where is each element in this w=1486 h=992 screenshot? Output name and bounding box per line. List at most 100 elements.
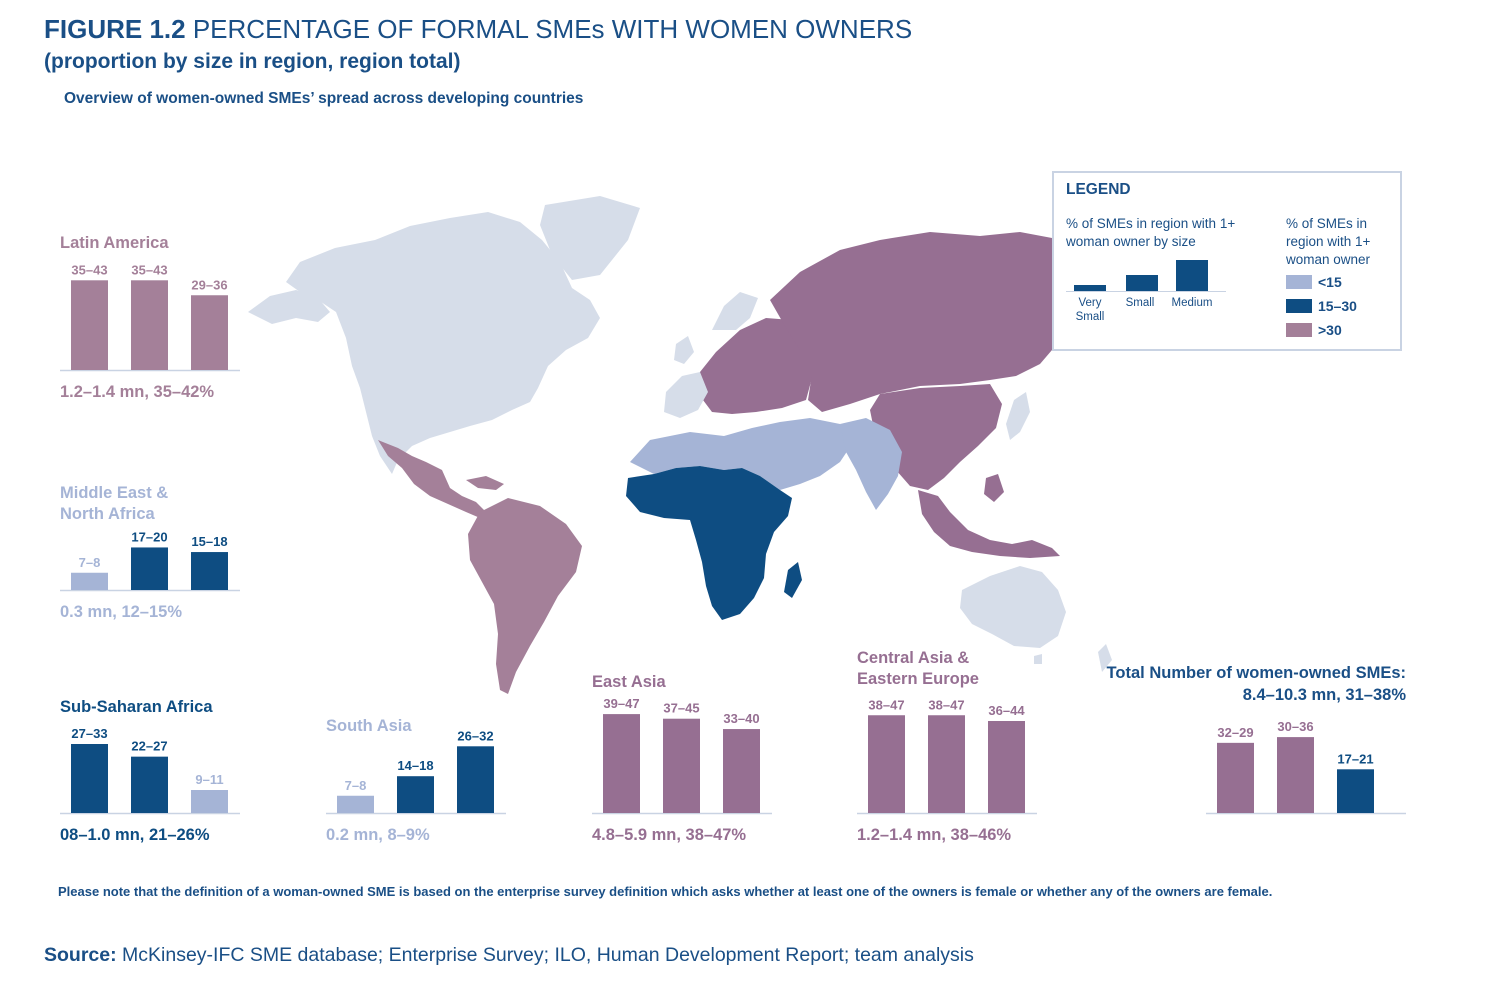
map-tasmania xyxy=(1034,654,1042,664)
chart-latin-america-label-0: 35–43 xyxy=(71,262,107,277)
region-title-mena: Middle East & North Africa xyxy=(60,484,169,523)
chart-central-asia-eastern-europe-label-0: 38–47 xyxy=(868,697,904,712)
chart-latin-america-bar-2 xyxy=(191,295,228,370)
chart-central-asia-eastern-europe-bar-1 xyxy=(928,715,965,813)
chart-sub-saharan-africa-label-2: 9–11 xyxy=(195,772,223,787)
region-title-east-asia: East Asia xyxy=(592,673,666,691)
figure-title: FIGURE 1.2 PERCENTAGE OF FORMAL SMEs WIT… xyxy=(44,14,912,45)
chart-total-label-2: 17–21 xyxy=(1337,751,1373,766)
overview-caption: Overview of women-owned SMEs’ spread acr… xyxy=(64,90,584,107)
chart-south-asia-bar-2 xyxy=(457,746,494,813)
chart-south-asia-label-0: 7–8 xyxy=(345,778,367,793)
chart-east-asia-label-2: 33–40 xyxy=(723,711,759,726)
chart-sub-saharan-africa-label-1: 22–27 xyxy=(131,739,167,754)
map-greenland xyxy=(540,196,640,280)
map-australia xyxy=(960,566,1066,648)
chart-latin-america: 35–43 35–43 29–36 xyxy=(60,262,240,372)
map-southeast-asia xyxy=(918,490,1060,558)
legend-swatch-mid xyxy=(1286,299,1312,313)
map-mexico xyxy=(378,440,486,518)
chart-latin-america-label-1: 35–43 xyxy=(131,262,167,277)
total-summary: 8.4–10.3 mn, 31–38% xyxy=(1242,686,1406,704)
chart-total-bar-1 xyxy=(1277,737,1314,813)
map-russia xyxy=(770,232,1052,412)
summary-south-asia: 0.2 mn, 8–9% xyxy=(326,826,430,844)
chart-east-asia-bar-0 xyxy=(603,714,640,813)
legend-bar-small xyxy=(1126,275,1158,291)
chart-latin-america-bar-0 xyxy=(71,280,108,370)
map-alaska xyxy=(248,290,330,324)
summary-mena: 0.3 mn, 12–15% xyxy=(60,603,182,621)
region-title-south-asia: South Asia xyxy=(326,717,412,735)
chart-mena-label-2: 15–18 xyxy=(191,534,227,549)
map-japan xyxy=(1006,392,1030,440)
chart-east-asia-label-1: 37–45 xyxy=(663,701,699,716)
source-line: Source: McKinsey-IFC SME database; Enter… xyxy=(44,944,974,967)
legend-class-low: <15 xyxy=(1318,274,1342,290)
source-label: Source: xyxy=(44,944,117,966)
legend-size-heading: % of SMEs in region with 1+ woman owner … xyxy=(1066,216,1236,249)
map-uk xyxy=(674,336,694,364)
map-philippines xyxy=(984,474,1004,502)
chart-south-asia-bar-0 xyxy=(337,795,374,813)
chart-south-asia-bar-1 xyxy=(397,776,434,813)
figure-subtitle: (proportion by size in region, region to… xyxy=(44,50,461,73)
summary-central-asia-eastern-europe: 1.2–1.4 mn, 38–46% xyxy=(857,826,1012,844)
chart-central-asia-eastern-europe: 38–47 38–47 36–44 xyxy=(857,697,1037,815)
map-new-zealand xyxy=(1098,644,1112,672)
map-south-asia xyxy=(840,418,902,510)
summary-sub-saharan-africa: 08–1.0 mn, 21–26% xyxy=(60,826,210,844)
chart-mena-label-0: 7–8 xyxy=(79,555,101,570)
legend-size-bars xyxy=(1066,260,1226,292)
chart-total-bar-2 xyxy=(1337,769,1374,813)
chart-latin-america-label-2: 29–36 xyxy=(191,277,227,292)
legend-label-small: Small xyxy=(1125,297,1155,309)
chart-central-asia-eastern-europe-label-2: 36–44 xyxy=(988,703,1025,718)
total-title-text: Total Number of women-owned SMEs: xyxy=(1106,664,1406,682)
map-madagascar xyxy=(784,562,802,598)
chart-mena-bar-1 xyxy=(131,547,168,590)
map-western-europe xyxy=(664,372,708,418)
chart-sub-saharan-africa: 27–33 22–27 9–11 xyxy=(60,726,240,815)
legend-label-very-small: Very Small xyxy=(1075,297,1105,323)
chart-east-asia: 39–47 37–45 33–40 xyxy=(592,696,772,815)
chart-south-asia-label-1: 14–18 xyxy=(397,758,433,773)
chart-south-asia-label-2: 26–32 xyxy=(457,728,493,743)
chart-total-bar-0 xyxy=(1217,742,1254,813)
region-title-sub-saharan-africa: Sub-Saharan Africa xyxy=(60,698,213,716)
chart-mena-bar-2 xyxy=(191,552,228,590)
legend-title: LEGEND xyxy=(1066,181,1131,198)
chart-central-asia-eastern-europe-bar-0 xyxy=(868,715,905,813)
map-south-america xyxy=(468,498,582,694)
map-mena xyxy=(630,418,852,490)
chart-sub-saharan-africa-bar-0 xyxy=(71,744,108,813)
chart-sub-saharan-africa-bar-2 xyxy=(191,790,228,813)
summary-east-asia: 4.8–5.9 mn, 38–47% xyxy=(592,826,747,844)
chart-total: 32–29 30–36 17–21 xyxy=(1206,719,1406,815)
chart-central-asia-eastern-europe-bar-2 xyxy=(988,721,1025,813)
map-caribbean xyxy=(466,476,504,490)
map-east-asia xyxy=(870,384,1002,490)
legend-class-mid: 15–30 xyxy=(1318,298,1357,314)
legend-color-heading: % of SMEs in region with 1+ woman owner xyxy=(1286,216,1371,267)
chart-mena-bar-0 xyxy=(71,572,108,590)
map-north-america xyxy=(286,212,600,474)
figure-label: FIGURE 1.2 xyxy=(44,14,186,44)
chart-total-label-1: 30–36 xyxy=(1277,719,1313,734)
legend-label-medium: Medium xyxy=(1171,297,1213,309)
map-sub-saharan-africa xyxy=(626,466,792,620)
figure-title-text: PERCENTAGE OF FORMAL SMEs WITH WOMEN OWN… xyxy=(192,14,913,44)
chart-sub-saharan-africa-bar-1 xyxy=(131,756,168,813)
map-europe xyxy=(700,318,820,414)
region-title-central-asia-eastern-europe: Central Asia & Eastern Europe xyxy=(857,649,979,688)
legend: LEGEND % of SMEs in region with 1+ woman… xyxy=(1052,171,1402,351)
summary-latin-america: 1.2–1.4 mn, 35–42% xyxy=(60,383,215,401)
chart-total-label-0: 32–29 xyxy=(1217,725,1253,740)
chart-east-asia-label-0: 39–47 xyxy=(603,696,639,711)
chart-central-asia-eastern-europe-label-1: 38–47 xyxy=(928,697,964,712)
chart-east-asia-bar-1 xyxy=(663,718,700,813)
legend-bar-very-small xyxy=(1074,285,1106,291)
chart-latin-america-bar-1 xyxy=(131,280,168,370)
chart-east-asia-bar-2 xyxy=(723,729,760,813)
region-title-latin-america: Latin America xyxy=(60,234,169,252)
